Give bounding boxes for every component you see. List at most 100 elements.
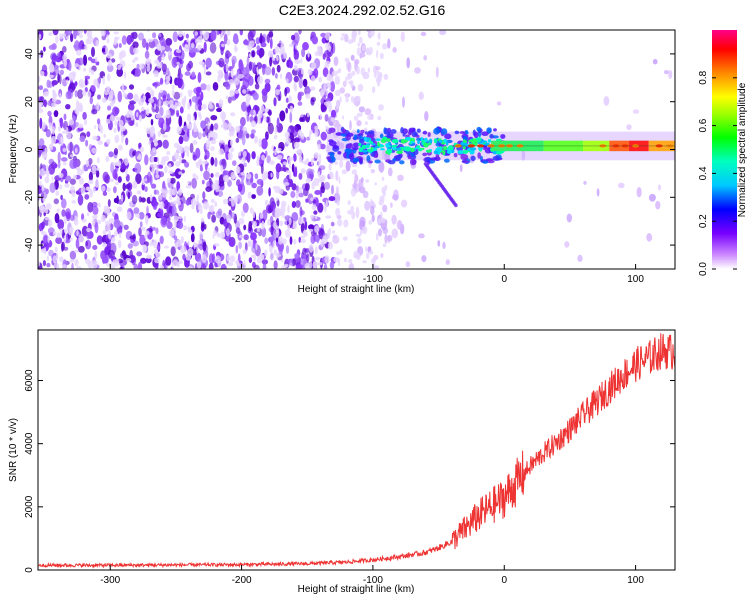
spectrogram-cell (43, 46, 46, 52)
spectrogram-cell (297, 129, 303, 136)
spectrogram-cell (243, 38, 249, 46)
signal-cell (449, 146, 453, 150)
spectrogram-cell (47, 110, 52, 117)
spectrogram-cell (371, 86, 376, 94)
spectrogram-cell (359, 52, 366, 58)
spectrogram-cell (324, 255, 330, 264)
spectrogram-cell (51, 125, 56, 135)
spectrogram-cell (356, 185, 359, 191)
spectrogram-cell (303, 187, 309, 197)
spectrogram-cell (362, 260, 367, 264)
spectrogram-cell (146, 86, 152, 91)
spectrogram-cell (238, 73, 244, 79)
spectrogram-cell (256, 158, 260, 167)
spectrogram-cell (178, 136, 184, 145)
spectrogram-cell (261, 154, 266, 161)
spectrogram-cell (378, 199, 384, 206)
spectrogram-cell (197, 239, 203, 245)
spectrogram-cell (125, 168, 128, 177)
spectrogram-cell (87, 91, 92, 98)
spectrogram-cell (65, 175, 72, 182)
spectrogram-cell (150, 126, 154, 134)
spectrogram-cell (147, 38, 154, 43)
spectrogram-cell (298, 186, 303, 194)
spectrogram-cell (371, 257, 377, 264)
spectrogram-cell (186, 151, 190, 157)
spectrogram-cell (208, 104, 214, 110)
spectrogram-cell (265, 131, 269, 141)
spectrogram-cell (235, 137, 240, 143)
spectrogram-cell (269, 245, 273, 253)
y-tick-label: 0 (24, 567, 35, 573)
spectrogram-cell (311, 204, 317, 210)
spectrogram-cell (283, 51, 287, 59)
spectrogram-cell (141, 106, 145, 112)
spectrogram-cell (56, 208, 60, 214)
spectrogram-cell (278, 188, 284, 195)
spectrogram-cell (72, 174, 77, 179)
spectrogram-cell (276, 252, 279, 259)
spectrogram-cell (76, 229, 79, 236)
spectrogram-cell (402, 96, 405, 108)
spectrogram-cell (261, 227, 267, 238)
spectrogram-cell (119, 60, 126, 68)
spectrogram-cell (303, 160, 309, 165)
spectrogram-cell (159, 89, 164, 93)
spectrogram-cell (299, 117, 304, 122)
signal-cell (396, 150, 403, 154)
spectrogram-cell (141, 226, 146, 231)
spectrogram-cell (256, 255, 262, 264)
spectrogram-cell (88, 67, 92, 73)
spectrogram-cell (281, 259, 284, 263)
spectrogram-cell (163, 245, 169, 249)
spectrogram-cell (291, 183, 297, 191)
spectrogram-cell (148, 97, 155, 104)
spectrogram-cell (129, 100, 137, 105)
spectrogram-cell (300, 238, 307, 244)
spectrogram-cell (235, 220, 241, 229)
spectrogram-cell (251, 50, 255, 58)
spectrogram-cell (49, 182, 56, 194)
spectrogram-cell (109, 218, 115, 224)
spectrogram-cell (287, 224, 290, 231)
spectrogram-cell (71, 200, 76, 204)
spectrogram-cell (223, 33, 228, 45)
spectrogram-cell (55, 55, 62, 63)
spectrogram-cell (206, 84, 211, 92)
signal-cell (387, 149, 393, 154)
signal-cell (387, 160, 396, 165)
spectrogram-cell (378, 104, 384, 111)
spectrogram-cell (212, 235, 215, 239)
spectrogram-cell (78, 30, 84, 35)
spectrogram-cell (197, 35, 203, 43)
spectrogram-cell (108, 230, 112, 240)
spectrogram-cell (213, 123, 219, 131)
spectrogram-cell (257, 75, 263, 85)
spectrogram-cell (356, 112, 363, 117)
spectrogram-cell (264, 66, 272, 76)
spectrogram-cell (274, 126, 278, 135)
spectrogram-cell (367, 115, 373, 120)
spectrogram-cell (288, 60, 293, 69)
spectrogram-cell (265, 116, 270, 123)
spectrogram-cell (114, 134, 120, 144)
spectrogram-cell (345, 59, 351, 71)
spectrogram-cell (102, 257, 109, 264)
spectrogram-cell (208, 253, 214, 265)
spectrogram-cell (195, 175, 199, 180)
spectrogram-cell (200, 30, 203, 37)
spectrogram-cell (196, 86, 202, 94)
spectrogram-cell (47, 235, 50, 243)
signal-cell (356, 129, 360, 134)
spectrogram-cell (227, 96, 232, 104)
spectrogram-cell (274, 148, 277, 156)
spectrogram-cell (377, 115, 382, 121)
spectrogram-cell (392, 47, 397, 53)
spectrogram-cell (117, 90, 123, 103)
spectrogram-cell (144, 230, 150, 235)
spectrogram-cell (177, 30, 183, 38)
spectrogram-cell (154, 257, 160, 264)
spectrogram-cell (176, 61, 180, 65)
spectrogram-cell (261, 63, 267, 69)
signal-cell (461, 160, 470, 164)
